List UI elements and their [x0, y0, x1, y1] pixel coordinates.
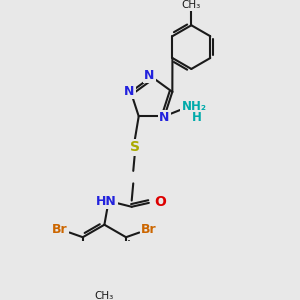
Text: N: N: [144, 69, 154, 82]
Text: NH₂: NH₂: [182, 100, 206, 113]
Text: N: N: [124, 85, 134, 98]
Text: N: N: [159, 111, 170, 124]
Text: S: S: [130, 140, 140, 154]
Text: CH₃: CH₃: [95, 291, 114, 300]
Text: CH₃: CH₃: [182, 0, 201, 10]
Text: Br: Br: [141, 223, 157, 236]
Text: HN: HN: [96, 195, 116, 208]
Text: Br: Br: [52, 223, 68, 236]
Text: H: H: [192, 111, 202, 124]
Text: O: O: [154, 195, 166, 209]
